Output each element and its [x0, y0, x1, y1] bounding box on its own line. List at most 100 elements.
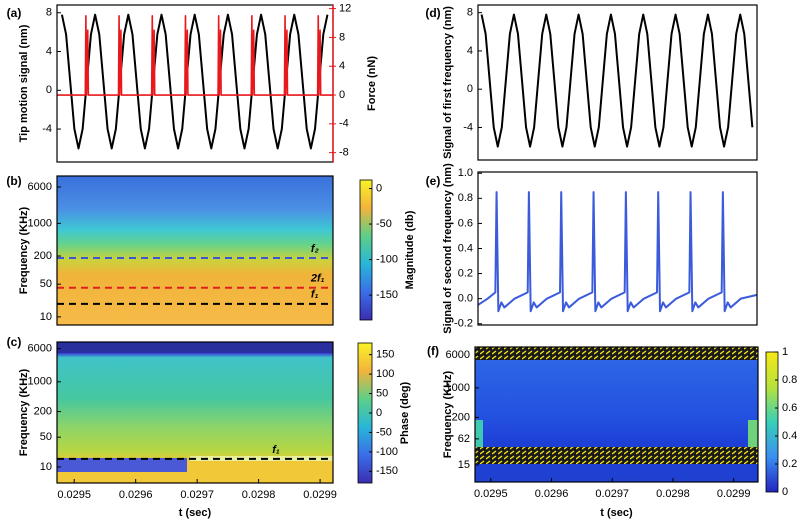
colorbar-tick-label: 100 [376, 368, 394, 380]
y-tick-label: 50 [40, 278, 52, 290]
plot-frame [477, 171, 758, 326]
colorbar-tick-label: -100 [376, 254, 398, 266]
y2-tick-label: -4 [339, 118, 349, 130]
y-tick-label: 0 [467, 83, 473, 95]
y-axis-label: Frequency (KHz) [18, 368, 30, 456]
y-tick-label: 6000 [28, 343, 52, 355]
colorbar [765, 351, 779, 493]
plot-frame [477, 4, 758, 161]
plot-frame [474, 346, 759, 483]
x-tick-label: 0.0299 [717, 488, 751, 500]
x-axis-label: t (sec) [179, 507, 212, 519]
x-tick-label: 0.0298 [656, 488, 690, 500]
y2-tick-label: 12 [339, 3, 351, 15]
frequency-label: f₁ [272, 444, 280, 456]
colorbar-tick-label: -150 [376, 289, 398, 301]
colorbar-tick-label: 0 [782, 486, 788, 498]
y-tick-label: 0.0 [458, 293, 473, 305]
frequency-label: f₁ [311, 289, 319, 301]
y2-axis-label: Force (nN) [366, 56, 378, 111]
panel-label: (f) [427, 344, 439, 358]
y-tick-label: 4 [467, 45, 473, 57]
y-tick-label: 10 [40, 311, 52, 323]
colorbar-tick-label: 0 [376, 407, 382, 419]
colorbar-label: Magnitude (db) [404, 210, 416, 289]
colorbar-tick-label: -50 [376, 218, 392, 230]
colorbar-tick-label: 50 [376, 387, 388, 399]
plot-frame [56, 341, 334, 484]
colorbar-tick-label: 0.2 [782, 458, 797, 470]
y-axis-label: Frequency (KHz) [442, 370, 454, 458]
y-tick-label: 6000 [446, 349, 470, 361]
colorbar-tick-label: -150 [376, 465, 398, 477]
y-tick-label: 0.8 [458, 192, 473, 204]
y-tick-label: -4 [42, 123, 52, 135]
y2-tick-label: 4 [339, 60, 345, 72]
x-tick-label: 0.0296 [535, 488, 569, 500]
x-tick-label: 0.0297 [180, 489, 214, 501]
colorbar-tick-label: 0.8 [782, 374, 797, 386]
y-tick-label: 15 [458, 459, 470, 471]
y-tick-label: 6000 [28, 181, 52, 193]
y-tick-label: 1.0 [458, 167, 473, 179]
y-tick-label: -0.2 [454, 318, 473, 330]
colorbar-tick-label: 0.6 [782, 402, 797, 414]
x-tick-label: 0.0299 [303, 489, 337, 501]
y-tick-label: 0.6 [458, 217, 473, 229]
scalogram-region [748, 420, 758, 447]
y-tick-label: 0 [46, 84, 52, 96]
y-tick-label: 200 [452, 411, 470, 423]
scalogram-region [57, 342, 333, 353]
y-tick-label: 50 [40, 431, 52, 443]
x-tick-label: 0.0297 [595, 488, 629, 500]
y2-tick-label: 8 [339, 31, 345, 43]
signal-line [480, 13, 754, 148]
y-tick-label: 62 [458, 433, 470, 445]
y-tick-label: 1000 [446, 382, 470, 394]
y-tick-label: 200 [34, 405, 52, 417]
y-tick-label: 200 [34, 250, 52, 262]
x-tick-label: 0.0295 [474, 488, 508, 500]
signal-line [60, 13, 329, 150]
colorbar-label: Phase (deg) [399, 381, 411, 444]
panel-label: (c) [7, 335, 22, 349]
panel-label: (b) [6, 174, 21, 188]
y2-tick-label: -8 [339, 147, 349, 159]
scalogram-region [475, 447, 758, 464]
y-tick-label: 10 [40, 461, 52, 473]
y-axis-label: Signal of first frequency (nm) [442, 6, 454, 159]
colorbar-tick-label: 1 [782, 346, 788, 358]
y-axis-label: Signal of second frequency (nm) [442, 163, 454, 334]
y-tick-label: -4 [463, 121, 473, 133]
x-axis-label: t (sec) [600, 507, 633, 519]
y-tick-label: 0.4 [458, 242, 473, 254]
frequency-label: 2f₁ [310, 273, 325, 285]
y-tick-label: 1000 [28, 376, 52, 388]
y-tick-label: 8 [46, 7, 52, 19]
scalogram-image [57, 176, 333, 325]
colorbar [359, 179, 373, 321]
panel-label: (d) [425, 6, 440, 20]
plot-frame [56, 175, 334, 326]
y-axis-label: Tip motion signal (nm) [18, 24, 30, 142]
y-tick-label: 4 [46, 45, 52, 57]
x-tick-label: 0.0296 [119, 489, 153, 501]
scalogram-region [475, 420, 483, 447]
colorbar-tick-label: 0.4 [782, 430, 797, 442]
colorbar-tick-label: 0 [376, 182, 382, 194]
signal-line [57, 15, 333, 96]
scalogram-region [57, 458, 187, 472]
scalogram-region [475, 347, 758, 360]
y-tick-label: 0.2 [458, 267, 473, 279]
y-axis-label: Frequency (KHz) [18, 206, 30, 294]
y2-tick-label: 0 [339, 89, 345, 101]
colorbar-tick-label: -50 [376, 426, 392, 438]
x-tick-label: 0.0298 [242, 489, 276, 501]
signal-line [477, 191, 758, 313]
x-tick-label: 0.0295 [57, 489, 91, 501]
panel-label: (e) [426, 174, 441, 188]
frequency-label: f₂ [311, 243, 319, 255]
panel-label: (a) [7, 6, 22, 20]
